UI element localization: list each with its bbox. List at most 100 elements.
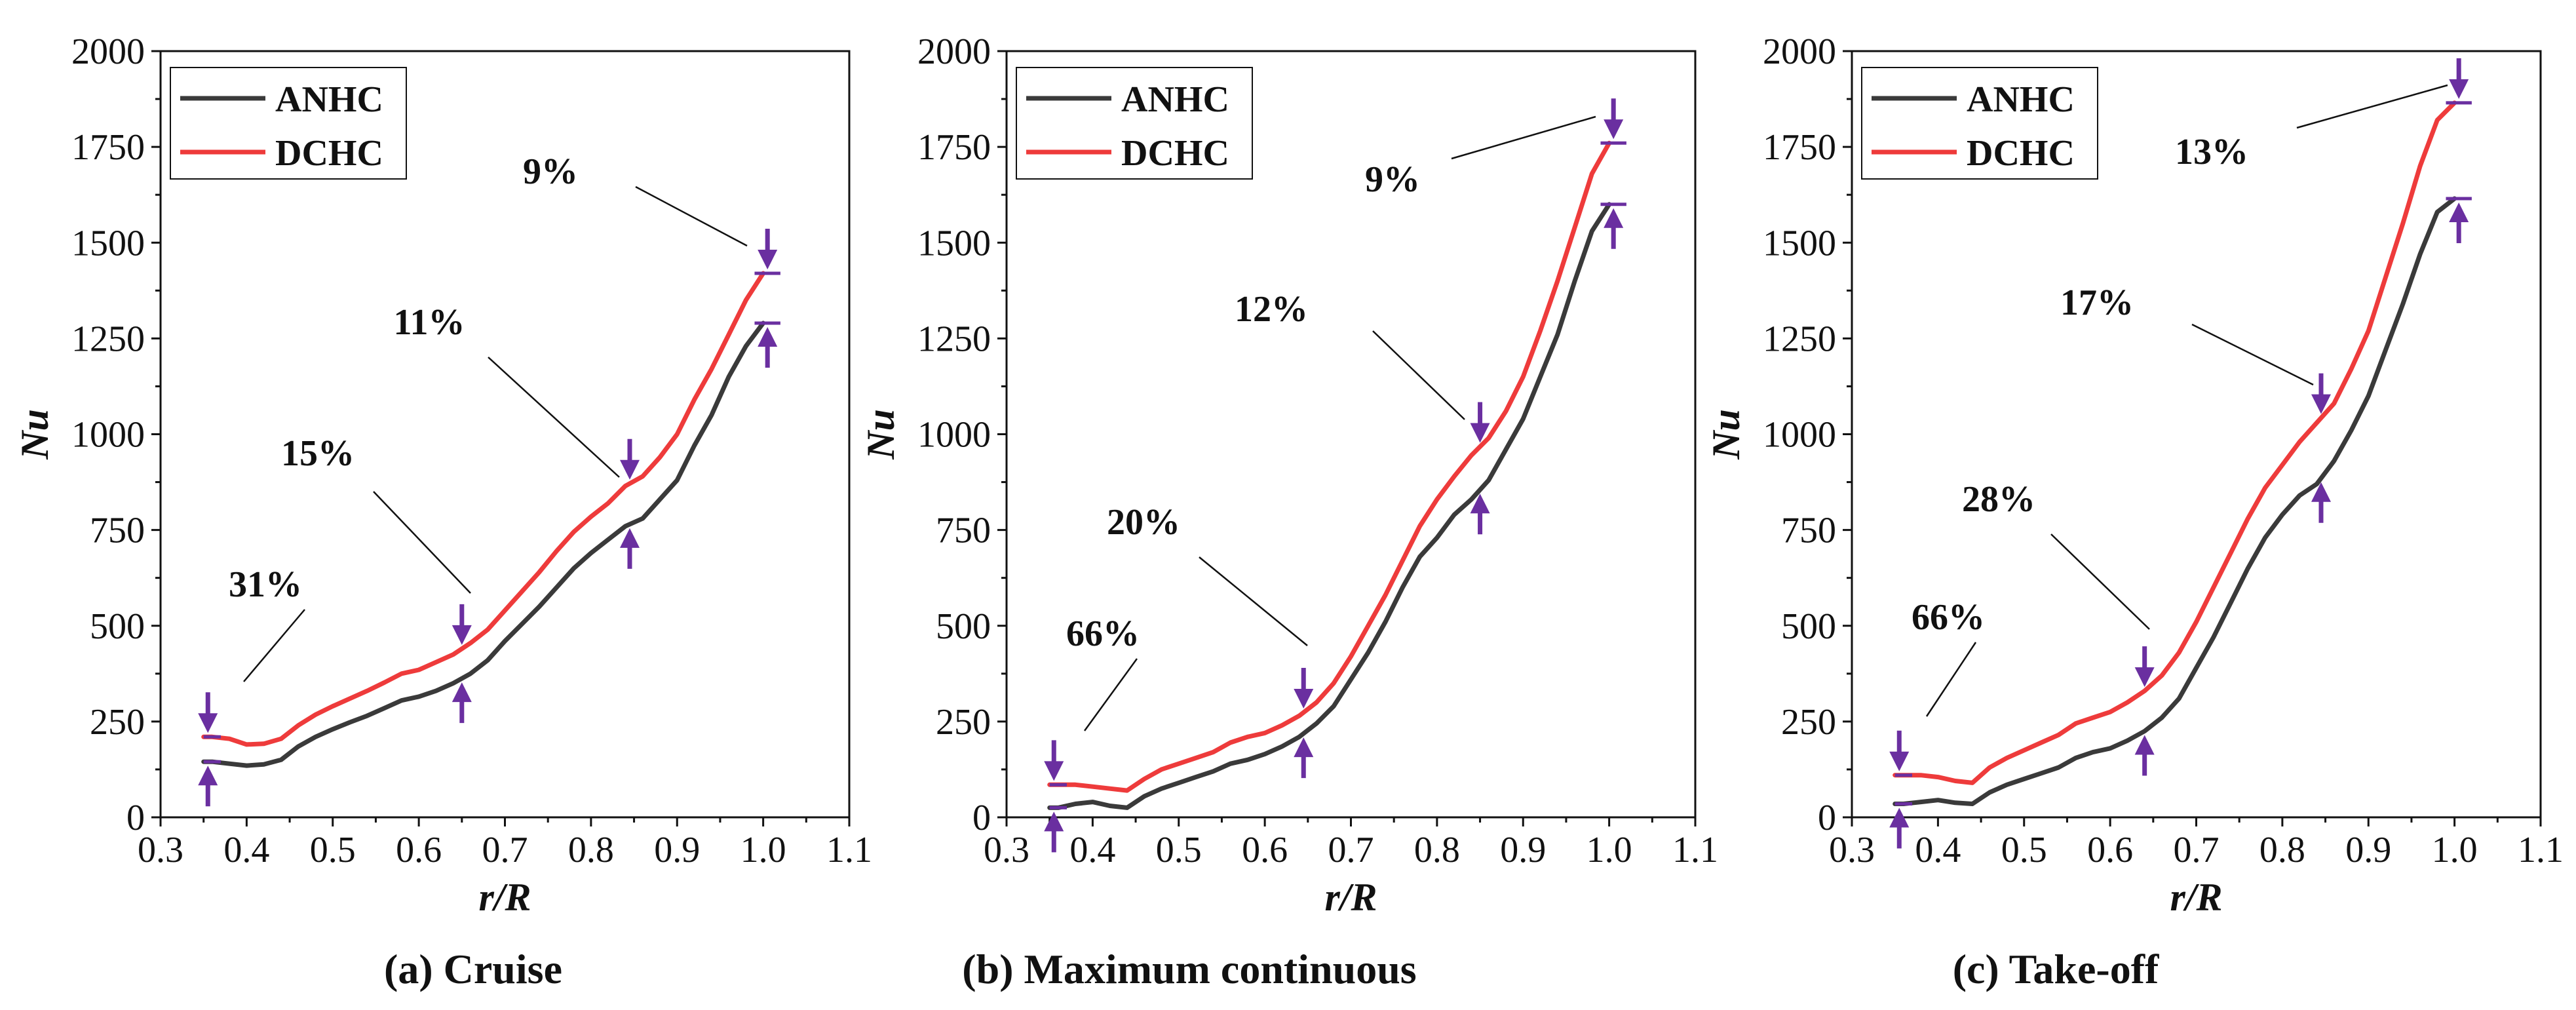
arrow-head (1889, 751, 1910, 771)
panel-caption: (a) Cruise (384, 946, 562, 992)
y-tick-label: 1250 (917, 319, 991, 359)
arrow-head (1889, 807, 1910, 828)
x-tick-label: 0.4 (1069, 830, 1115, 870)
y-tick-label: 2000 (917, 31, 991, 72)
arrow-up-icon (198, 766, 218, 807)
series-line-dchc (201, 271, 766, 747)
annotation-percentage: 66% (1912, 597, 1985, 638)
y-tick-label: 1000 (71, 415, 145, 456)
legend-label-anhc: ANHC (275, 79, 383, 120)
annotation-leader-line (635, 185, 748, 247)
annotation-percentage: 13% (2175, 132, 2248, 172)
annotation-percentage: 17% (2060, 282, 2134, 323)
x-tick-label: 0.4 (223, 830, 269, 870)
annotation-leader-line (1083, 658, 1138, 731)
arrow-down-icon (1470, 402, 1490, 443)
arrow-down-icon (2449, 58, 2469, 99)
annotation-percentage: 20% (1107, 502, 1180, 543)
series-line-anhc (1893, 196, 2457, 806)
annotation-percentage: 9% (1365, 159, 1420, 200)
y-tick-label: 1500 (71, 223, 145, 263)
x-tick-label: 0.9 (654, 830, 700, 870)
annotation-percentage: 15% (281, 433, 355, 474)
x-axis-label: r/R (2170, 876, 2222, 919)
annotation-percentage: 28% (1962, 479, 2035, 520)
arrow-head (2134, 667, 2155, 688)
legend-label-anhc: ANHC (1121, 79, 1229, 120)
arrow-down-icon (1044, 740, 1064, 781)
x-tick-label: 1.0 (1586, 830, 1632, 870)
y-tick-label: 500 (936, 606, 991, 647)
x-tick-label: 0.6 (1242, 830, 1288, 870)
arrow-head (1604, 208, 1624, 228)
legend-label-dchc: DCHC (1967, 133, 2075, 174)
arrow-down-icon (1604, 98, 1624, 140)
annotation-leader-line (1451, 115, 1596, 160)
y-axis-label: Nu (1704, 409, 1748, 460)
arrow-head (2449, 203, 2469, 223)
arrow-up-icon (1604, 208, 1624, 249)
annotation-leader-line (1372, 330, 1465, 420)
arrow-head (758, 250, 778, 270)
arrow-up-icon (619, 528, 640, 569)
y-tick-label: 2000 (71, 31, 145, 72)
x-tick-label: 1.1 (2518, 830, 2564, 870)
x-tick-label: 0.4 (1915, 830, 1961, 870)
arrow-head (452, 682, 472, 703)
legend-box (170, 67, 407, 180)
legend-box (1861, 67, 2098, 180)
annotation-leader-line (2296, 84, 2448, 129)
y-axis-label: Nu (13, 409, 56, 460)
annotation-leader-line (373, 491, 471, 594)
arrow-up-icon (1044, 811, 1064, 853)
x-tick-label: 1.1 (1672, 830, 1718, 870)
arrow-head (758, 326, 778, 347)
legend: ANHC DCHC (1861, 67, 2098, 180)
y-tick-label: 1750 (1763, 127, 1836, 168)
chart-panel: 0.3 0.4 0.5 0.6 0.7 0.8 0.9 1.0 1.1 0 250 500 750 100… (1704, 31, 2564, 992)
x-tick-label: 0.7 (1328, 830, 1374, 870)
annotation-leader-line (2050, 534, 2150, 630)
arrow-down-icon (1889, 730, 1910, 771)
series-line-anhc (1047, 202, 1612, 810)
y-tick-label: 1250 (71, 319, 145, 359)
x-tick-label: 0.8 (568, 830, 614, 870)
x-tick-label: 0.7 (2174, 830, 2220, 870)
x-tick-label: 0.5 (310, 830, 356, 870)
y-tick-label: 1250 (1763, 319, 1836, 359)
arrow-down-icon (198, 692, 218, 733)
arrow-up-icon (2134, 735, 2155, 776)
y-tick-label: 250 (936, 702, 991, 743)
arrow-head (1294, 737, 1314, 758)
arrow-up-icon (1294, 737, 1314, 779)
arrow-up-icon (2449, 203, 2469, 244)
arrow-up-icon (1470, 494, 1490, 535)
arrow-head (1044, 761, 1064, 781)
x-tick-label: 0.5 (2001, 830, 2047, 870)
y-tick-label: 1500 (917, 223, 991, 263)
arrow-down-icon (758, 229, 778, 270)
panel-caption: (c) Take-off (1953, 946, 2159, 992)
x-tick-label: 0.3 (1829, 830, 1875, 870)
legend: ANHC DCHC (170, 67, 407, 180)
y-tick-label: 0 (126, 798, 145, 838)
y-tick-label: 250 (90, 702, 145, 743)
y-tick-label: 750 (90, 511, 145, 551)
arrow-head (198, 713, 218, 733)
arrow-up-icon (1889, 807, 1910, 849)
annotation-leader-line (243, 609, 305, 682)
x-tick-label: 0.9 (1500, 830, 1546, 870)
x-axis-label: r/R (1324, 876, 1377, 919)
y-tick-label: 250 (1781, 702, 1836, 743)
annotation-percentage: 12% (1235, 289, 1308, 330)
series-line-anhc (201, 320, 766, 768)
y-tick-label: 750 (936, 511, 991, 551)
x-tick-label: 0.7 (482, 830, 528, 870)
y-tick-label: 500 (90, 606, 145, 647)
arrow-head (2311, 482, 2331, 502)
y-tick-label: 1750 (917, 127, 991, 168)
x-tick-label: 0.6 (396, 830, 442, 870)
x-tick-label: 0.8 (1414, 830, 1460, 870)
x-tick-label: 1.0 (740, 830, 786, 870)
